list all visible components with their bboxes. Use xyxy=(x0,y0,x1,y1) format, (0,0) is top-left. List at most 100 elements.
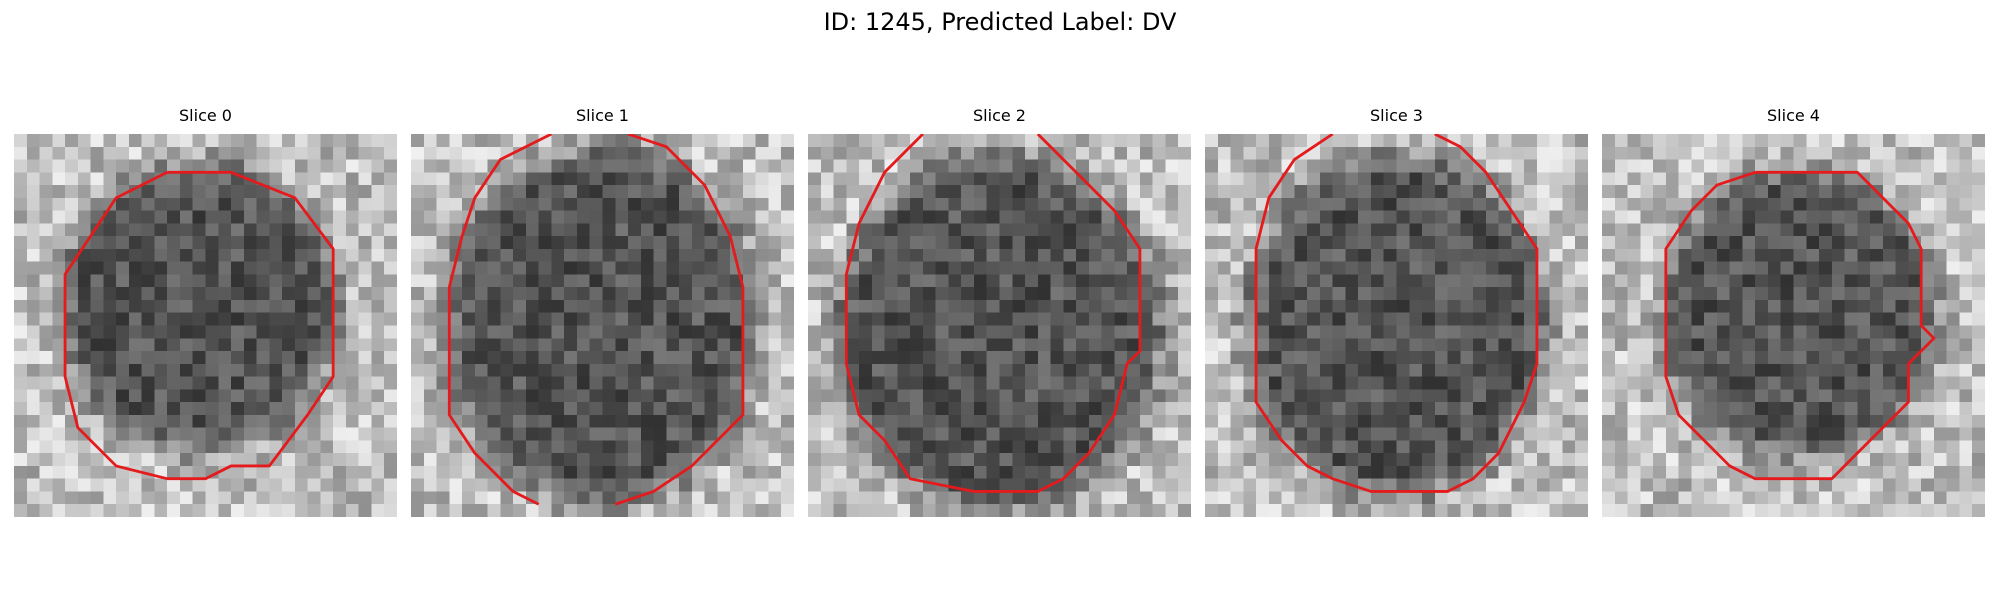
image-pixel xyxy=(1819,414,1833,428)
image-pixel xyxy=(1473,287,1487,301)
image-pixel xyxy=(551,478,565,492)
image-pixel xyxy=(1230,351,1244,365)
image-pixel xyxy=(231,491,245,505)
image-pixel xyxy=(449,287,463,301)
image-pixel xyxy=(935,351,949,365)
image-pixel xyxy=(679,236,693,250)
image-pixel xyxy=(1152,351,1166,365)
image-pixel xyxy=(717,402,731,416)
image-pixel xyxy=(462,146,476,160)
image-pixel xyxy=(90,261,104,275)
image-pixel xyxy=(1473,134,1487,148)
image-pixel xyxy=(179,338,193,352)
image-pixel xyxy=(1870,465,1884,479)
image-pixel xyxy=(205,414,219,428)
image-pixel xyxy=(1256,248,1270,262)
image-pixel xyxy=(948,261,962,275)
image-pixel xyxy=(500,185,514,199)
image-pixel xyxy=(1844,236,1858,250)
image-pixel xyxy=(1793,376,1807,390)
image-pixel xyxy=(1076,376,1090,390)
image-pixel xyxy=(1139,159,1153,173)
image-pixel xyxy=(218,159,232,173)
image-pixel xyxy=(781,338,794,352)
image-pixel xyxy=(1409,146,1423,160)
image-pixel xyxy=(884,287,898,301)
image-pixel xyxy=(742,504,756,517)
image-pixel xyxy=(320,465,334,479)
image-pixel xyxy=(167,248,181,262)
image-pixel xyxy=(1409,504,1423,517)
image-pixel xyxy=(1165,491,1179,505)
image-pixel xyxy=(256,146,270,160)
image-pixel xyxy=(141,197,155,211)
image-pixel xyxy=(487,351,501,365)
image-pixel xyxy=(1857,351,1871,365)
image-pixel xyxy=(1256,159,1270,173)
image-pixel xyxy=(1012,287,1026,301)
image-pixel xyxy=(345,248,359,262)
image-pixel xyxy=(231,287,245,301)
image-pixel xyxy=(1294,197,1308,211)
image-pixel xyxy=(1319,159,1333,173)
image-pixel xyxy=(628,274,642,288)
slice-title: Slice 0 xyxy=(179,106,232,125)
image-pixel xyxy=(1831,491,1845,505)
image-pixel xyxy=(1933,185,1947,199)
image-pixel xyxy=(1831,248,1845,262)
image-pixel xyxy=(653,223,667,237)
image-pixel xyxy=(218,261,232,275)
image-pixel xyxy=(256,159,270,173)
image-pixel xyxy=(730,440,744,454)
image-pixel xyxy=(846,453,860,467)
image-pixel xyxy=(500,172,514,186)
image-pixel xyxy=(1256,287,1270,301)
image-pixel xyxy=(999,504,1013,517)
image-pixel xyxy=(1755,299,1769,313)
image-pixel xyxy=(640,376,654,390)
image-pixel xyxy=(1178,236,1191,250)
image-pixel xyxy=(371,389,385,403)
image-pixel xyxy=(1152,491,1166,505)
image-pixel xyxy=(1319,172,1333,186)
image-pixel xyxy=(961,491,975,505)
image-pixel xyxy=(1933,427,1947,441)
image-pixel xyxy=(14,414,28,428)
image-pixel xyxy=(1806,146,1820,160)
slice-image xyxy=(1205,134,1588,517)
image-pixel xyxy=(65,172,79,186)
image-pixel xyxy=(1946,261,1960,275)
image-pixel xyxy=(1088,223,1102,237)
image-pixel xyxy=(205,134,219,148)
image-pixel xyxy=(1908,440,1922,454)
image-pixel xyxy=(1704,325,1718,339)
image-pixel xyxy=(513,351,527,365)
image-pixel xyxy=(1933,376,1947,390)
image-pixel xyxy=(1742,159,1756,173)
image-pixel xyxy=(1908,223,1922,237)
image-pixel xyxy=(1806,465,1820,479)
image-pixel xyxy=(52,287,66,301)
image-pixel xyxy=(589,491,603,505)
image-pixel xyxy=(1396,504,1410,517)
image-pixel xyxy=(730,223,744,237)
image-pixel xyxy=(1933,146,1947,160)
image-pixel xyxy=(179,274,193,288)
image-pixel xyxy=(961,351,975,365)
image-pixel xyxy=(1358,210,1372,224)
image-pixel xyxy=(1767,376,1781,390)
image-pixel xyxy=(103,376,117,390)
image-pixel xyxy=(1959,351,1973,365)
image-pixel xyxy=(704,274,718,288)
image-pixel xyxy=(371,172,385,186)
image-pixel xyxy=(1101,146,1115,160)
image-pixel xyxy=(462,236,476,250)
image-pixel xyxy=(1332,312,1346,326)
image-pixel xyxy=(487,287,501,301)
image-pixel xyxy=(653,491,667,505)
image-pixel xyxy=(179,236,193,250)
image-pixel xyxy=(256,325,270,339)
image-pixel xyxy=(192,312,206,326)
image-pixel xyxy=(679,312,693,326)
image-pixel xyxy=(1575,440,1588,454)
